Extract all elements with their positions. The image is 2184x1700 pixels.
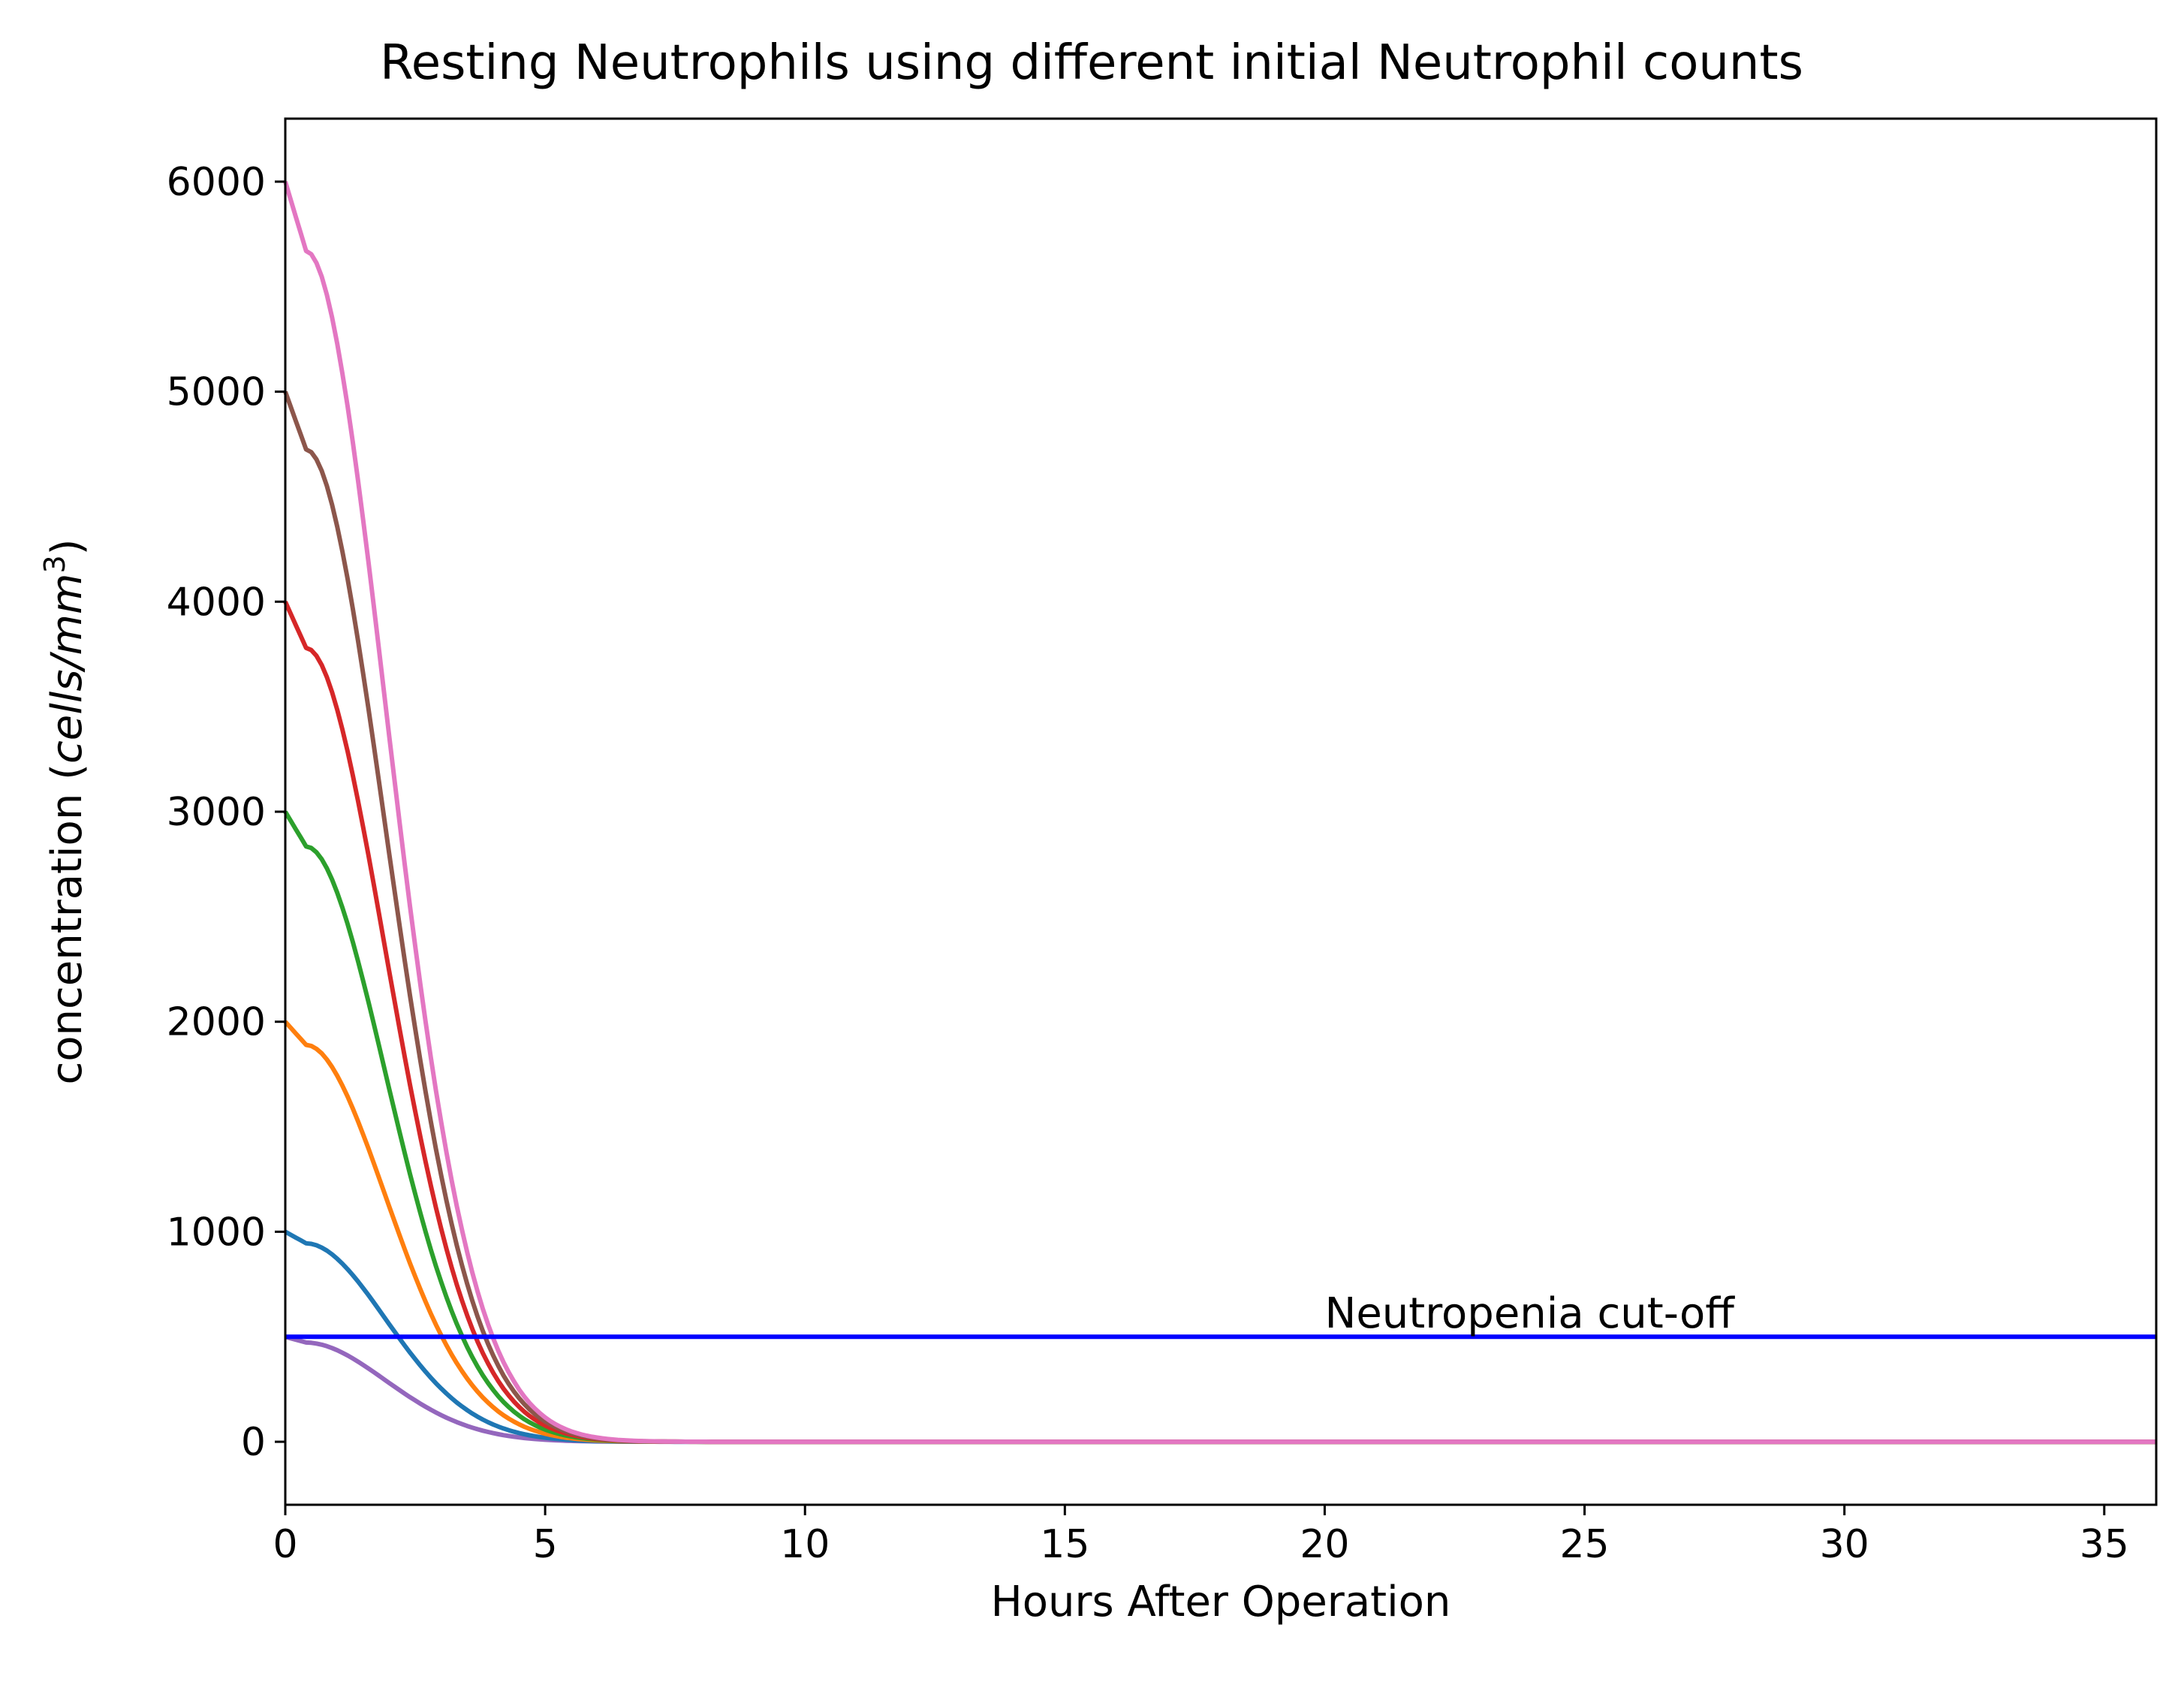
y-axis-label-close: ): [43, 538, 92, 555]
y-tick-label: 5000: [167, 370, 266, 415]
y-axis-label: concentration (cells/mm3): [38, 538, 92, 1084]
x-tick-label: 35: [2080, 1522, 2129, 1567]
x-tick-label: 15: [1040, 1522, 1089, 1567]
reference-group: Neutropenia cut-off: [285, 1289, 2156, 1340]
x-tick-label: 25: [1559, 1522, 1609, 1567]
x-tick-label: 10: [780, 1522, 830, 1567]
y-axis-ticks: 0 1000 2000 3000 4000 5000 6000: [167, 160, 285, 1465]
y-axis-label-text: concentration (: [43, 764, 92, 1085]
y-tick-label: 2000: [167, 1000, 266, 1045]
y-tick-label: 6000: [167, 160, 266, 205]
x-axis-label: Hours After Operation: [991, 1578, 1451, 1626]
x-tick-label: 30: [1820, 1522, 1869, 1567]
y-tick-label: 3000: [167, 790, 266, 835]
neutropenia-cutoff-label: Neutropenia cut-off: [1324, 1289, 1735, 1338]
x-tick-label: 0: [273, 1522, 297, 1567]
y-tick-label: 0: [241, 1420, 266, 1465]
x-tick-label: 5: [533, 1522, 558, 1567]
y-axis-label-unit: cells/mm: [43, 574, 92, 764]
x-tick-label: 20: [1300, 1522, 1349, 1567]
chart-title: Resting Neutrophils using different init…: [380, 35, 1803, 91]
series-line: [283, 181, 2156, 1445]
y-tick-label: 4000: [167, 580, 266, 625]
y-tick-label: 1000: [167, 1210, 266, 1255]
series-group: [283, 181, 2156, 1445]
x-axis-ticks: 0 5 10 15 20 25 30 35: [273, 1505, 2129, 1567]
y-axis-label-superscript: 3: [38, 555, 71, 573]
